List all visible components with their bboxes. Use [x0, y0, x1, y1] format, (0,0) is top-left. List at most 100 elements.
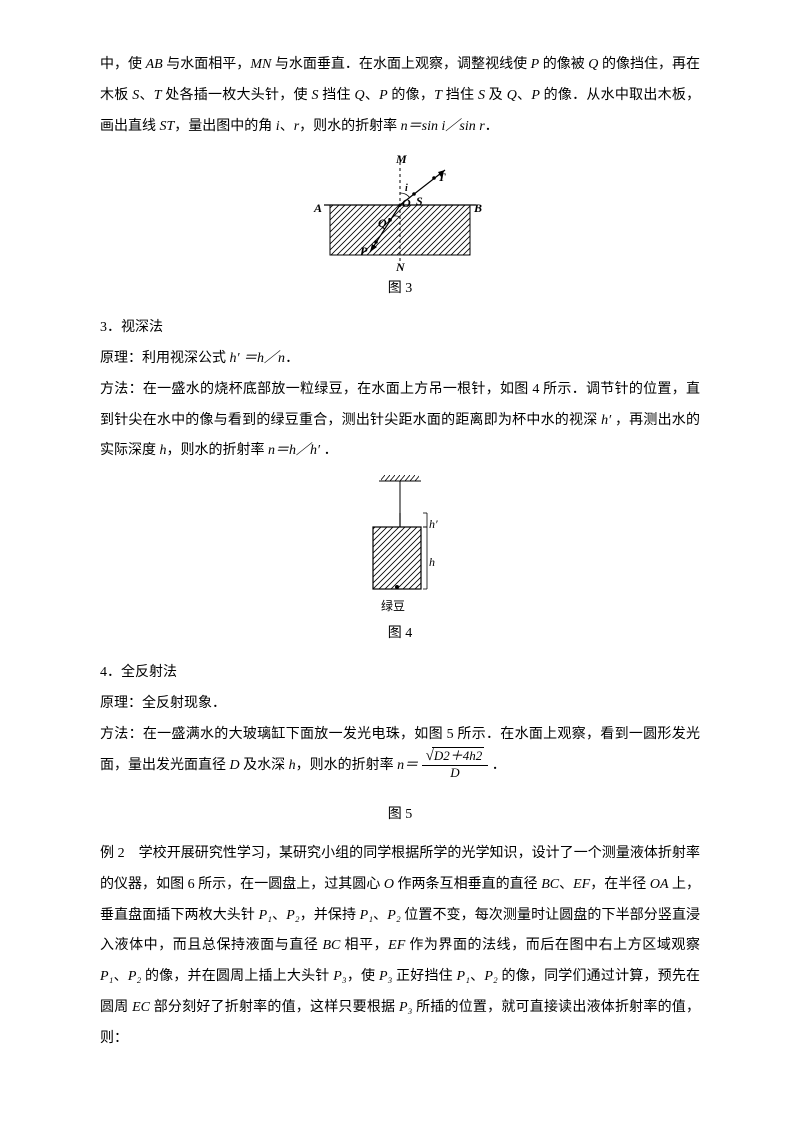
t: 、: [517, 88, 532, 103]
t: 的像，: [388, 88, 434, 103]
figure-4-drawing: h′ h 绿豆: [355, 475, 445, 615]
t: 挡住: [442, 88, 478, 103]
sym-P: P: [531, 88, 540, 103]
sym-P1: P₁: [100, 969, 113, 984]
sym-hprime: h′: [601, 413, 611, 428]
t: ，则水的折射率: [167, 443, 269, 458]
page: 中，使 AB 与水面相平，MN 与水面垂直．在水面上观察，调整视线使 P 的像被…: [0, 0, 800, 1132]
sym-P3: P₃: [399, 1000, 412, 1015]
sym-P1: P₁: [457, 969, 470, 984]
sym-MN: MN: [250, 57, 271, 72]
t: ，并保持: [300, 908, 360, 923]
lbl-S: S: [416, 188, 423, 214]
figure-3: M T A B O S i r Q P N: [100, 150, 700, 270]
figure-4: h′ h 绿豆: [100, 475, 700, 615]
sym-P2: P₂: [286, 908, 299, 923]
t: 及水深: [240, 758, 289, 773]
sym-h: h: [160, 443, 167, 458]
t: 原理：利用视深公式: [100, 351, 230, 366]
sym-D: D: [230, 758, 240, 773]
t: ，使: [347, 969, 379, 984]
sym-P2: P₂: [387, 908, 400, 923]
t: ．: [285, 351, 299, 366]
t: 、: [559, 877, 573, 892]
sym-P2: P₂: [128, 969, 141, 984]
t: 与水面相平，: [163, 57, 251, 72]
lbl-bean: 绿豆: [381, 593, 405, 619]
t: 、: [280, 119, 294, 134]
sym-Q: Q: [507, 88, 517, 103]
sym-neq: n＝: [397, 758, 418, 773]
sym-Q: Q: [588, 57, 598, 72]
t: 、: [139, 88, 154, 103]
lbl-T: T: [438, 164, 445, 190]
para-continued: 中，使 AB 与水面相平，MN 与水面垂直．在水面上观察，调整视线使 P 的像被…: [100, 50, 700, 142]
t: 的像被: [539, 57, 588, 72]
sym-EC: EC: [132, 1000, 150, 1015]
t: 的像，并在圆周上插上大头针: [141, 969, 333, 984]
sym-P1: P₁: [259, 908, 272, 923]
figure-4-caption: 图 4: [100, 619, 700, 650]
t: ，则水的折射率: [296, 758, 398, 773]
sym-EF: EF: [573, 877, 590, 892]
eq-n-h-hprime: n＝h／h′: [268, 443, 320, 458]
section-3-method: 方法：在一盛水的烧杯底部放一粒绿豆，在水面上方吊一根针，如图 4 所示．调节针的…: [100, 375, 700, 467]
t: 中，使: [100, 57, 146, 72]
sym-S: S: [478, 88, 485, 103]
sym-P: P: [379, 88, 388, 103]
section-3-head: 3．视深法: [100, 313, 700, 344]
lbl-i: i: [405, 178, 408, 200]
lbl-B: B: [474, 195, 482, 221]
t: 部分刻好了折射率的值，这样只要根据: [150, 1000, 399, 1015]
eq-hprime: h′ ＝h／n: [230, 351, 286, 366]
section-4-principle: 原理：全反射现象．: [100, 689, 700, 720]
sym-P3: P₃: [379, 969, 392, 984]
sym-AB: AB: [146, 57, 163, 72]
sym-OA: OA: [650, 877, 669, 892]
t: 、: [113, 969, 127, 984]
t: 、: [365, 88, 380, 103]
lbl-N: N: [396, 254, 405, 280]
t: 、: [470, 969, 484, 984]
sym-P2: P₂: [484, 969, 497, 984]
section-4-method: 方法：在一盛满水的大玻璃缸下面放一发光电珠，如图 5 所示．在水面上观察，看到一…: [100, 720, 700, 783]
t: ，则水的折射率: [299, 119, 401, 134]
sqrt-expr: D2＋4h2: [432, 747, 484, 763]
sym-T: T: [154, 88, 162, 103]
t: 及: [485, 88, 507, 103]
lbl-r: r: [388, 210, 392, 232]
lbl-M: M: [396, 146, 407, 172]
sym-T: T: [434, 88, 442, 103]
lbl-hprime: h′: [429, 511, 438, 537]
sym-P: P: [531, 57, 540, 72]
fraction-sqrt: √D2＋4h2 D: [422, 748, 489, 780]
t: ．: [320, 443, 338, 458]
sym-Q: Q: [354, 88, 364, 103]
sym-ST: ST: [160, 119, 175, 134]
t: 相平，: [340, 938, 388, 953]
t: 与水面垂直．在水面上观察，调整视线使: [271, 57, 530, 72]
t: ．: [492, 758, 506, 773]
t: ，在半径: [590, 877, 650, 892]
lbl-A: A: [314, 195, 322, 221]
example-2: 例 2 学校开展研究性学习，某研究小组的同学根据所学的光学知识，设计了一个测量液…: [100, 839, 700, 1055]
t: 处各插一枚大头针，使: [162, 88, 312, 103]
frac-den: D: [422, 766, 489, 780]
sym-S: S: [312, 88, 319, 103]
t: 作两条互相垂直的直径: [394, 877, 541, 892]
t: ．: [485, 119, 499, 134]
t: 作为界面的法线，而后在图中右上方区域观察: [405, 938, 700, 953]
sym-P1: P₁: [360, 908, 373, 923]
t: 正好挡住: [392, 969, 456, 984]
sym-BC: BC: [323, 938, 341, 953]
figure-3-drawing: M T A B O S i r Q P N: [310, 150, 490, 270]
section-4-head: 4．全反射法: [100, 658, 700, 689]
lbl-P: P: [360, 238, 367, 264]
sym-BC: BC: [541, 877, 559, 892]
t: ，量出图中的角: [174, 119, 276, 134]
sym-h: h: [289, 758, 296, 773]
eq-n-sini-sinr: n＝sin i／sin r: [401, 119, 485, 134]
lbl-h: h: [429, 549, 435, 575]
t: 挡住: [319, 88, 355, 103]
sym-EF: EF: [388, 938, 405, 953]
